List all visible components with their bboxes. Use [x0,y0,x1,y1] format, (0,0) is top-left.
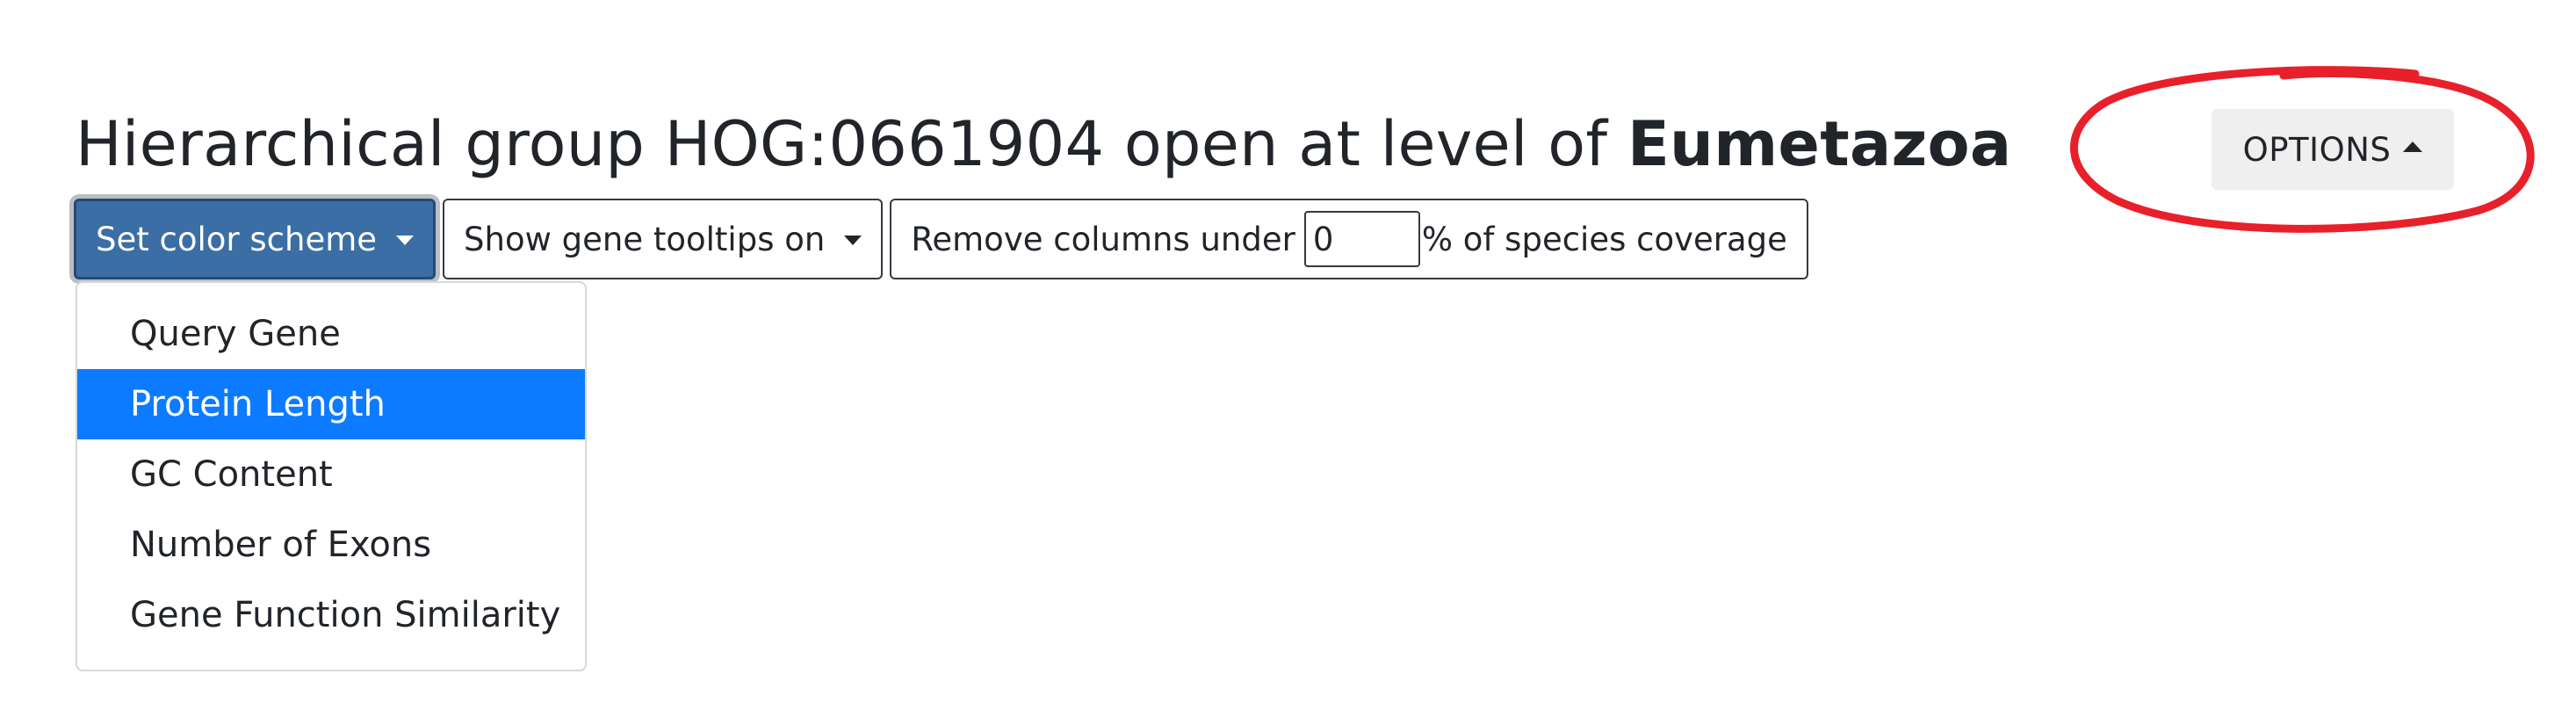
color-scheme-menu: Query Gene Protein Length GC Content Num… [76,281,587,671]
set-color-scheme-button[interactable]: Set color scheme [74,199,437,279]
coverage-filter: Remove columns under % of species covera… [890,199,1808,279]
title-prefix: Hierarchical group HOG:0661904 open at l… [76,108,1627,180]
menu-item-protein-length[interactable]: Protein Length [77,369,585,439]
toolbar: Set color scheme Show gene tooltips on R… [74,199,1815,279]
caret-up-icon [2403,141,2423,152]
options-label: OPTIONS [2242,130,2392,169]
coverage-suffix-label: % of species coverage [1421,220,1787,258]
gene-tooltips-label: Show gene tooltips on [464,220,826,258]
gene-tooltips-button[interactable]: Show gene tooltips on [443,199,884,279]
menu-item-gc-content[interactable]: GC Content [130,454,333,495]
set-color-scheme-label: Set color scheme [96,220,378,258]
coverage-prefix-label: Remove columns under [911,220,1295,258]
menu-item-query-gene[interactable]: Query Gene [130,314,341,354]
title-level: Eumetazoa [1627,108,2012,180]
menu-item-number-of-exons[interactable]: Number of Exons [130,525,432,565]
options-button[interactable]: OPTIONS [2212,109,2454,190]
caret-down-icon [396,235,415,245]
coverage-input[interactable] [1303,211,1420,267]
menu-item-gene-function-similarity[interactable]: Gene Function Similarity [130,595,561,635]
caret-down-icon [844,235,862,245]
page-title: Hierarchical group HOG:0661904 open at l… [76,104,2011,185]
